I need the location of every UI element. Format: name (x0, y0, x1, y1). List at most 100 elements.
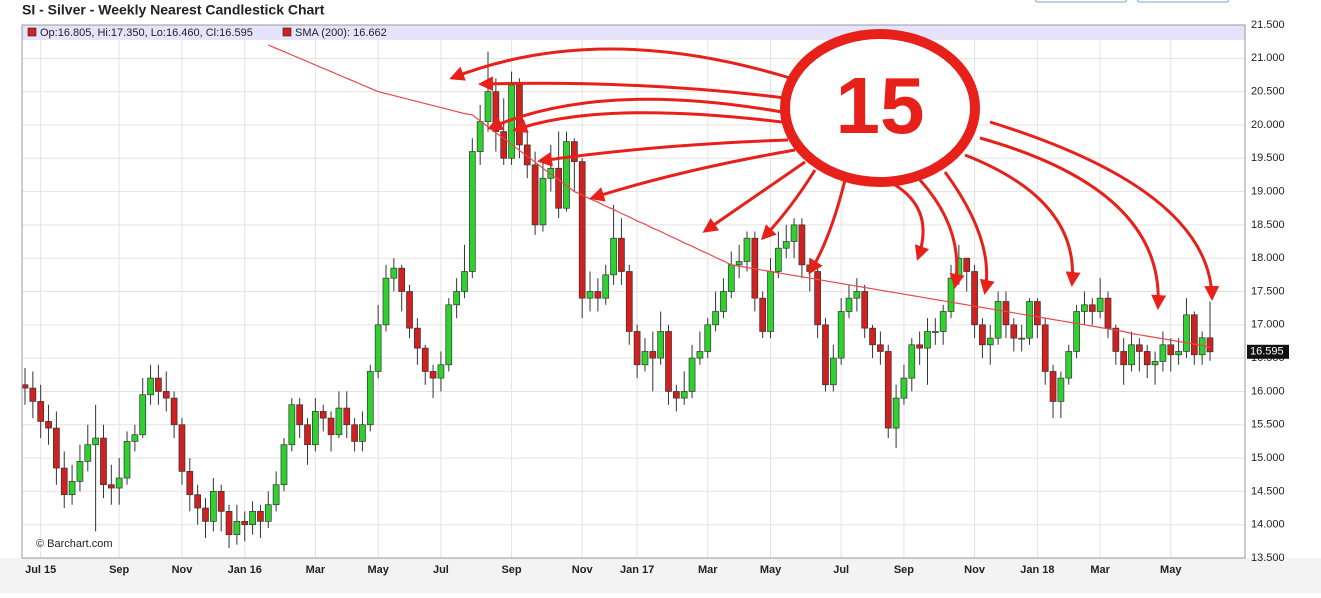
candle-body (1159, 344, 1167, 362)
toolbar-button[interactable] (1034, 0, 1128, 3)
plot-frame (21, 24, 1246, 559)
candle-body (1128, 344, 1135, 366)
candle-body (492, 91, 500, 132)
x-tick-label: Jan 18 (1020, 564, 1054, 576)
candle-body (547, 167, 555, 179)
candle-body (931, 331, 939, 333)
candle-body (359, 424, 366, 442)
y-tick-label: 21.500 (1251, 19, 1285, 31)
candle-body (84, 444, 92, 462)
x-tick-label: Sep (109, 564, 129, 576)
y-tick-label: 13.500 (1251, 552, 1285, 564)
candle-body (884, 351, 892, 429)
legend-swatch (282, 27, 292, 37)
candle-body (743, 237, 751, 262)
candle-body (570, 141, 578, 162)
arrow (512, 111, 783, 134)
x-tick-label: Nov (964, 564, 986, 576)
candle-body (979, 324, 986, 346)
x-tick-label: May (760, 564, 782, 576)
candle-body (1167, 344, 1175, 356)
candle-body (233, 521, 241, 536)
candle-body (131, 434, 139, 442)
arrow (449, 47, 791, 81)
x-tick-label: Jan 17 (620, 564, 654, 576)
candle-body (994, 301, 1002, 339)
candle-body (1049, 371, 1057, 402)
y-tick-label: 19.500 (1251, 152, 1285, 164)
candle-body (822, 324, 829, 386)
candle-body (374, 324, 382, 372)
x-tick-label: Nov (172, 564, 194, 576)
x-tick-label: Jul 15 (25, 564, 56, 576)
candle-body (1112, 327, 1120, 352)
candle-body (602, 274, 610, 299)
candle-body (1190, 314, 1198, 356)
candle-body (1026, 301, 1033, 339)
candle-body (92, 437, 99, 446)
candle-body (837, 311, 845, 359)
candle-body (1041, 324, 1049, 372)
candle-body (775, 247, 782, 272)
candle-body (21, 384, 29, 389)
arrow (918, 178, 965, 289)
candle-body (327, 417, 335, 436)
candle-body (209, 491, 217, 522)
candle-body (610, 237, 617, 276)
x-tick-label: Jul (433, 564, 449, 576)
arrow (989, 120, 1220, 301)
candle-body (76, 461, 84, 482)
toolbar-button[interactable] (1136, 0, 1230, 3)
candle-body (1183, 314, 1190, 352)
candle-body (947, 277, 955, 312)
candle-body (720, 291, 727, 312)
candle-body (618, 237, 625, 272)
candle-body (531, 164, 539, 226)
arrow (478, 76, 786, 100)
candle-body (829, 357, 837, 386)
candle-body (1088, 304, 1096, 312)
candle-body (257, 511, 264, 522)
candle-body (735, 261, 743, 266)
x-tick-label: Sep (501, 564, 521, 576)
legend-entry: Op:16.805, Hi:17.350, Lo:16.460, Cl:16.5… (40, 27, 253, 39)
candle-body (1136, 344, 1143, 352)
candle-body (351, 424, 358, 442)
x-tick-label: May (1160, 564, 1182, 576)
arrow (589, 148, 796, 202)
candle-body (586, 291, 594, 299)
candle-body (500, 131, 508, 159)
candle-body (1104, 297, 1112, 329)
candle-body (924, 331, 931, 349)
candle-body (712, 311, 719, 326)
candle-body (908, 344, 916, 379)
y-tick-label: 19.000 (1251, 185, 1285, 197)
candle-body (798, 224, 806, 266)
arrow (487, 97, 783, 131)
candle-body (45, 421, 52, 429)
candle-body (1010, 324, 1018, 339)
x-tick-label: Jul (833, 564, 849, 576)
y-tick-label: 18.000 (1251, 252, 1285, 264)
candle-body (123, 441, 131, 479)
candle-body (594, 291, 602, 299)
candle-body (665, 331, 672, 392)
candle-body (1034, 301, 1041, 326)
candle-body (625, 271, 633, 332)
candle-body (704, 324, 712, 352)
candle-body (178, 424, 186, 472)
legend-entry: SMA (200): 16.662 (295, 27, 387, 39)
arrow (943, 171, 995, 295)
arrow (760, 169, 817, 241)
candle-body (343, 407, 351, 426)
candle-body (688, 357, 696, 392)
candle-body (53, 427, 60, 469)
x-tick-label: Mar (306, 564, 326, 576)
candle-body (170, 397, 178, 426)
y-tick-label: 15.500 (1251, 419, 1285, 431)
candle-body (845, 297, 853, 312)
annotation-circle (780, 29, 980, 187)
candle-body (900, 377, 908, 399)
candle-body (296, 404, 304, 426)
